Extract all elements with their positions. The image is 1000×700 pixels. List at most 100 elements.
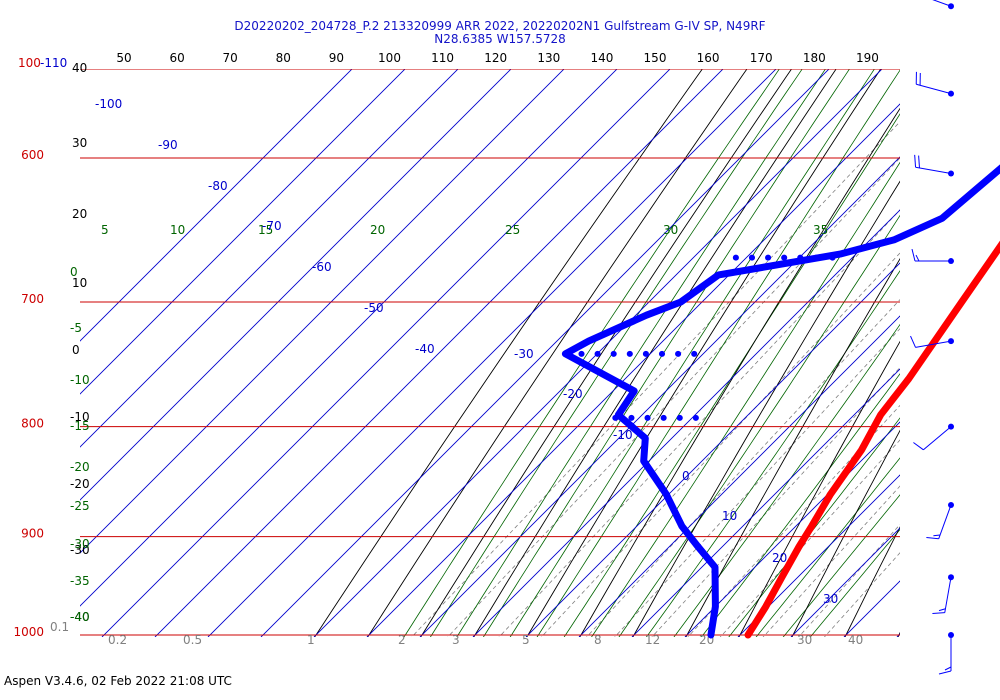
mixing-ratio-line [687,404,900,637]
moist-adiabat-left-label: 0 [70,265,78,279]
isotherm-label: -70 [262,219,282,233]
isotherm-line [790,527,900,637]
isotherm-line [207,69,777,637]
isotherm-line [631,368,900,637]
wind-barb [915,71,954,97]
chart-title: D20220202_204728_P.2 213320999 ARR 2022,… [0,20,1000,46]
mixing-ratio-label: 12 [645,633,660,647]
wind-barb-staff [915,340,952,348]
wind-barb-feather [913,442,924,451]
moist-adiabat-line [673,323,900,637]
dry-adiabat-line [685,258,900,637]
moist-adiabat-line [700,373,900,637]
wind-barb-feather [910,335,917,348]
mixing-ratio-label: 30 [797,633,812,647]
left-scale-label: 0 [72,343,80,357]
moist-adiabat-line [755,457,900,637]
wind-barb-staff [932,0,952,7]
dry-adiabat-line [579,107,900,637]
moist-adiabat-line [482,69,850,637]
dewpoint-profile-line [561,164,1000,639]
left-scale-label: -40 [70,610,90,624]
left-scale-label: 40 [72,61,87,75]
pressure-label: 600 [21,148,44,162]
isotherm-line [80,69,618,607]
dry-adiabat-line [738,340,900,637]
top-scale-label: 150 [644,51,667,65]
mixing-ratio-label: 0.2 [108,633,127,647]
moist-adiabat-line [536,69,900,637]
mixing-ratio-label: 2 [398,633,406,647]
mixing-ratio-label: 3 [452,633,460,647]
isotherm-label: -60 [312,260,332,274]
left-scale-label: -30 [70,543,90,557]
mixing-ratio-label: 0.1 [50,620,69,634]
moist-adiabat-left-label: -30 [70,537,90,551]
isotherm-label: 20 [772,551,787,565]
left-scale-label: 20 [72,207,87,221]
isotherm-line [260,69,830,637]
wind-barb-feather [933,534,941,537]
isotherm-label: 0 [682,469,690,483]
wind-barb-feather [911,248,916,262]
moist-adiabat-line [809,528,900,637]
isotherm-label: -80 [208,179,228,193]
title-line-1: D20220202_204728_P.2 213320999 ARR 2022,… [234,19,766,33]
wind-barb [938,632,954,675]
left-scale-label: 10 [72,276,87,290]
wind-barb [914,154,954,177]
top-scale-label: 90 [329,51,344,65]
moist-adiabat-line [645,270,900,637]
isotherm-label: -30 [514,347,534,361]
isotherm-line [419,156,900,637]
isotherm-line [578,315,900,637]
wind-barb-staff [915,166,952,174]
isotherm-line [101,69,671,637]
moist-adiabat-left-label: -25 [70,499,90,513]
moist-adiabat-top-label: 20 [370,223,385,237]
pressure-label: 900 [21,527,44,541]
wind-barb [932,0,954,10]
isotherm-line [80,69,406,395]
top-scale-label: 120 [484,51,507,65]
wind-barb-feather [944,666,952,671]
moist-adiabat-left-label: -20 [70,460,90,474]
mixing-ratio-line [447,157,900,637]
dry-adiabat-line [931,0,1000,681]
wind-barb-feather [914,154,917,168]
top-scale-label: 190 [856,51,879,65]
moist-adiabat-top-label: 10 [170,223,185,237]
wind-barb-staff [938,504,952,539]
mixing-ratio-label: 5 [522,633,530,647]
isotherm-line [950,59,1000,637]
moist-adiabat-left-label: -10 [70,373,90,387]
top-scale-label: 50 [116,51,131,65]
moist-adiabat-line [456,69,826,637]
moist-adiabat-line [563,113,900,637]
moist-adiabat-line [429,69,803,637]
isotherm-line [80,69,459,448]
mixing-ratio-label: 1 [307,633,315,647]
temperature-profile-line [744,240,1000,639]
wind-barb-feather [926,537,939,540]
top-scale-label: 100 [378,51,401,65]
isotherm-line [80,69,565,554]
wind-barb-feather [918,155,920,168]
left-scale-label: 30 [72,136,87,150]
dry-adiabat-line [985,0,1000,681]
pressure-label: 700 [21,292,44,306]
isotherm-line [472,209,900,637]
moist-adiabat-line [782,494,900,637]
isotherm-line [737,474,900,637]
pressure-label: 800 [21,417,44,431]
isotherm-label: 30 [823,592,838,606]
moist-adiabat-left-label: -40 [70,610,90,624]
mixing-ratio-line [823,552,900,637]
mixing-ratio-label: 40 [848,633,863,647]
top-scale-label: 180 [803,51,826,65]
isotherm-label: -50 [364,301,384,315]
isotherm-label: -40 [415,342,435,356]
isotherm-label: 10 [722,509,737,523]
top-scale-label: 160 [697,51,720,65]
dry-adiabat-line [526,69,882,637]
